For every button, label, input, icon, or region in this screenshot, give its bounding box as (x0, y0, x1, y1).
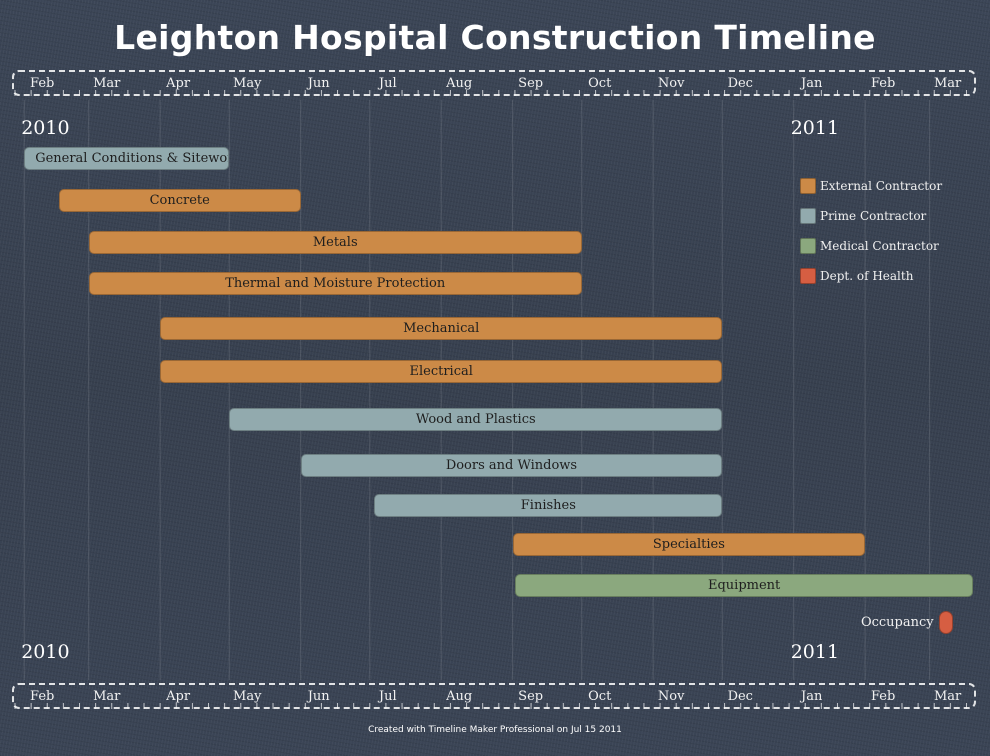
top-month-label-5: Jul (378, 76, 397, 91)
top-month-label-4: Jun (307, 76, 330, 91)
bottom-month-label-10: Dec (727, 689, 753, 704)
task-bar-2[interactable]: Metals (88, 231, 582, 254)
legend-swatch-0 (800, 178, 816, 194)
top-year-label-0: 2010 (21, 117, 70, 139)
legend-swatch-1 (800, 208, 816, 224)
top-month-label-3: May (233, 76, 262, 91)
top-month-label-12: Feb (870, 76, 896, 91)
task-bar-4[interactable]: Mechanical (160, 317, 723, 340)
legend-label-1: Prime Contractor (820, 209, 927, 223)
task-bar-6[interactable]: Wood and Plastics (229, 408, 723, 431)
task-bar-8[interactable]: Finishes (374, 494, 723, 517)
footer-credit: Created with Timeline Maker Professional… (368, 725, 622, 735)
top-month-label-1: Mar (93, 76, 121, 91)
bottom-month-label-8: Oct (588, 689, 612, 704)
task-bar-9[interactable]: Specialties (512, 533, 866, 556)
legend-swatch-2 (800, 238, 816, 254)
top-month-label-2: Apr (166, 76, 191, 91)
bottom-month-label-2: Apr (166, 689, 191, 704)
task-bar-10[interactable]: Equipment (514, 574, 974, 597)
task-bar-5[interactable]: Electrical (160, 360, 723, 383)
legend-swatch-3 (800, 268, 816, 284)
top-month-label-9: Nov (657, 76, 685, 91)
legend-label-3: Dept. of Health (820, 269, 914, 283)
bottom-month-label-4: Jun (307, 689, 330, 704)
legend-label-2: Medical Contractor (820, 239, 939, 253)
chart-title: Leighton Hospital Construction Timeline (114, 18, 876, 57)
top-month-label-8: Oct (588, 76, 612, 91)
top-month-label-10: Dec (727, 76, 753, 91)
top-month-label-0: Feb (30, 76, 55, 91)
bottom-month-label-13: Mar (933, 689, 962, 704)
task-bar-0[interactable]: General Conditions & Sitework (24, 147, 230, 170)
bottom-year-label-1: 2011 (790, 641, 840, 663)
bottom-month-label-9: Nov (657, 689, 685, 704)
top-month-label-11: Jan (801, 76, 823, 91)
top-month-label-7: Sep (518, 76, 544, 91)
bottom-month-label-6: Aug (446, 689, 473, 704)
top-month-label-13: Mar (933, 76, 962, 91)
bottom-month-label-11: Jan (801, 689, 823, 704)
task-bar-1[interactable]: Concrete (58, 189, 301, 212)
top-year-label-1: 2011 (790, 117, 840, 139)
bottom-month-label-0: Feb (30, 689, 55, 704)
bottom-month-label-3: May (233, 689, 262, 704)
bottom-month-label-1: Mar (93, 689, 121, 704)
bottom-month-label-5: Jul (378, 689, 397, 704)
task-bar-7[interactable]: Doors and Windows (300, 454, 723, 477)
legend-label-0: External Contractor (820, 179, 943, 193)
milestone-label-0: Occupancy (860, 615, 934, 630)
task-bar-3[interactable]: Thermal and Moisture Protection (88, 272, 582, 295)
top-time-axis (12, 70, 976, 96)
bottom-time-axis (12, 683, 976, 709)
bottom-month-label-12: Feb (870, 689, 896, 704)
bottom-month-label-7: Sep (518, 689, 544, 704)
top-month-label-6: Aug (446, 76, 473, 91)
bottom-year-label-0: 2010 (21, 641, 70, 663)
milestone-marker-0[interactable] (938, 611, 953, 634)
